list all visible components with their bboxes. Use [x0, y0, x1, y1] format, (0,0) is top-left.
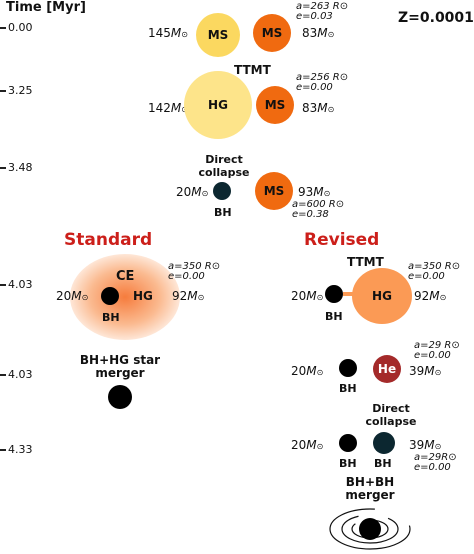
stage3-separation: a=600 R⊙: [292, 199, 345, 210]
time-tick-1: [0, 27, 6, 29]
stage2-mass2: 83M⊙: [302, 101, 335, 115]
revised-he-eccentricity: e=0.00: [414, 350, 451, 361]
axis-title: Time [Myr]: [6, 0, 86, 15]
ce-eccentricity: e=0.00: [168, 271, 205, 282]
revised-ttmt-mass1: 20M⊙: [291, 289, 324, 303]
revised-dc-eccentricity: e=0.00: [414, 462, 451, 473]
stage1-mass1: 145M⊙: [148, 26, 188, 40]
stage1-mass2: 83M⊙: [302, 26, 335, 40]
stage2-primary-hg-star: HG: [184, 71, 252, 139]
stage1-primary-ms-star: MS: [196, 13, 240, 57]
standard-title: Standard: [64, 230, 153, 250]
time-tick-2: [0, 90, 6, 92]
revised-dc-black-hole-1: [339, 434, 357, 452]
revised-ttmt-title: TTMT: [347, 255, 384, 269]
revised-ttmt-mass2: 92M⊙: [414, 289, 447, 303]
revised-ttmt-bh-label: BH: [325, 310, 343, 323]
stage3-mass1: 20M⊙: [176, 185, 209, 199]
time-label-5: 4.03: [8, 368, 33, 381]
stage2-title: TTMT: [234, 63, 271, 77]
revised-title: Revised: [304, 230, 380, 250]
revised-he-separation: a=29 R⊙: [414, 340, 460, 351]
stage1-secondary-ms-star: MS: [253, 14, 291, 52]
revised-ttmt-black-hole: [325, 285, 343, 303]
stage2-separation: a=256 R⊙: [296, 72, 349, 83]
stage3-bh-label: BH: [214, 206, 232, 219]
common-envelope-glow: [70, 254, 180, 340]
mass-transfer-stream: [343, 292, 353, 296]
metallicity-label: Z=0.0001: [398, 10, 474, 26]
revised-he-mass2: 39M⊙: [409, 364, 442, 378]
stage3-eccentricity: e=0.38: [292, 209, 329, 220]
gravitational-wave-spiral-icon: [329, 508, 411, 550]
ce-mass1: 20M⊙: [56, 289, 89, 303]
revised-dc-separation: a=29R⊙: [414, 452, 457, 463]
revised-ttmt-eccentricity: e=0.00: [408, 271, 445, 282]
time-tick-6: [0, 449, 6, 451]
revised-dc-bh2-label: BH: [374, 457, 392, 470]
stage2-mass1: 142M⊙: [148, 101, 188, 115]
time-tick-4: [0, 284, 6, 286]
revised-ttmt-hg-star: HG: [352, 268, 412, 324]
ce-bh-label: BH: [102, 311, 120, 324]
revised-he-bh-label: BH: [339, 382, 357, 395]
time-label-1: 0.00: [8, 21, 33, 34]
time-label-3: 3.48: [8, 161, 33, 174]
revised-dc-bh1-label: BH: [339, 457, 357, 470]
bh-bh-merger-caption: BH+BH merger: [345, 475, 395, 502]
revised-dc-caption: Direct collapse: [365, 402, 417, 428]
revised-dc-black-hole-2: [373, 432, 395, 454]
stage3-ms-star: MS: [255, 172, 293, 210]
stage2-eccentricity: e=0.00: [296, 82, 333, 93]
merged-black-hole: [108, 385, 132, 409]
revised-he-mass1: 20M⊙: [291, 364, 324, 378]
helium-star: He: [373, 355, 401, 383]
ce-label: CE: [116, 269, 135, 284]
ce-hg-label: HG: [133, 289, 153, 303]
time-label-6: 4.33: [8, 443, 33, 456]
time-label-4: 4.03: [8, 278, 33, 291]
stage3-mass2: 93M⊙: [298, 185, 331, 199]
time-label-2: 3.25: [8, 84, 33, 97]
stage2-secondary-ms-star: MS: [256, 86, 294, 124]
ce-mass2: 92M⊙: [172, 289, 205, 303]
stage3-caption: Direct collapse: [198, 153, 250, 179]
ce-separation: a=350 R⊙: [168, 261, 221, 272]
ce-black-hole: [101, 287, 119, 305]
bh-hg-merger-caption: BH+HG star merger: [79, 353, 161, 380]
time-tick-3: [0, 167, 6, 169]
revised-dc-mass2: 39M⊙: [409, 438, 442, 452]
revised-he-black-hole: [339, 359, 357, 377]
revised-dc-mass1: 20M⊙: [291, 438, 324, 452]
stage3-collapsed-bh: [213, 182, 231, 200]
stage1-separation: a=263 R⊙: [296, 1, 349, 12]
revised-ttmt-separation: a=350 R⊙: [408, 261, 461, 272]
time-tick-5: [0, 374, 6, 376]
stage1-eccentricity: e=0.03: [296, 11, 333, 22]
